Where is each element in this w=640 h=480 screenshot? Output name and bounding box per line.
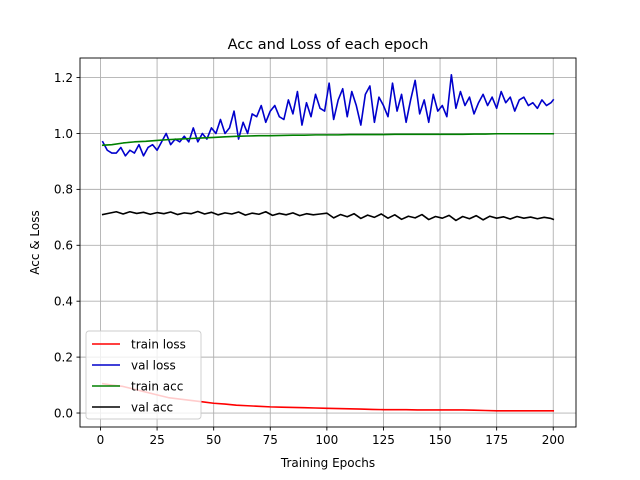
series-line-train-acc <box>101 132 555 147</box>
x-tick-label: 50 <box>206 433 221 447</box>
y-axis-label: Acc & Loss <box>28 210 42 275</box>
legend-box <box>85 330 202 420</box>
legend-label: val acc <box>131 400 173 414</box>
legend: train loss val loss train acc val acc <box>85 330 202 420</box>
x-tick-label: 25 <box>149 433 164 447</box>
grid <box>80 58 576 427</box>
y-tick-label: 0.8 <box>54 183 73 197</box>
x-tick-label: 125 <box>372 433 395 447</box>
y-tick-label: 0.6 <box>54 239 73 253</box>
y-tick-label: 1.0 <box>54 127 73 141</box>
y-tick-label: 1.2 <box>54 71 73 85</box>
series-layer <box>101 73 555 412</box>
x-tick-label: 0 <box>97 433 105 447</box>
x-tick-label: 75 <box>263 433 278 447</box>
x-tick-label: 200 <box>542 433 565 447</box>
y-tick-label: 0.4 <box>54 295 73 309</box>
plot-frame <box>79 57 577 428</box>
y-tick-label: 0.0 <box>54 406 73 420</box>
chart-title: Acc and Loss of each epoch <box>228 37 429 53</box>
legend-label: train acc <box>131 379 183 393</box>
x-tick-label: 175 <box>485 433 508 447</box>
x-tick-label: 150 <box>429 433 452 447</box>
x-tick-label: 100 <box>315 433 338 447</box>
legend-label: val loss <box>131 358 176 372</box>
x-axis-label: Training Epochs <box>280 456 375 470</box>
series-line-val-loss <box>101 73 555 157</box>
ticks: 0 25 50 75 100 125 150 175 200 0.0 0.2 0.4 0.6 0.8 1.0… <box>54 71 565 447</box>
legend-items: train loss val loss train acc val acc <box>92 337 186 414</box>
y-tick-label: 0.2 <box>54 350 73 364</box>
legend-label: train loss <box>131 337 186 351</box>
series-line-val-acc <box>101 210 555 222</box>
